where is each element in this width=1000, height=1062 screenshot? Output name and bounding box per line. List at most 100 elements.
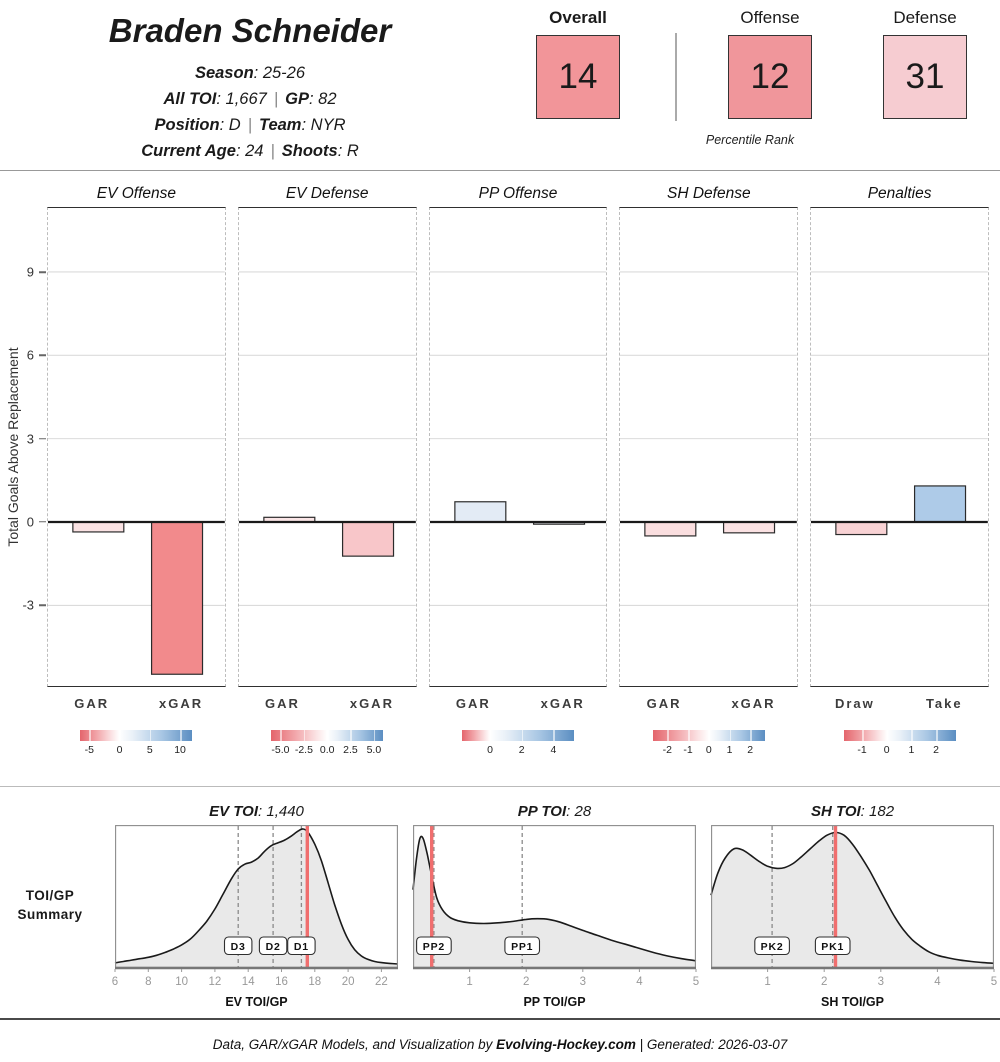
category-labels: GAR xGAR — [619, 696, 798, 712]
y-tick-mark — [39, 354, 46, 357]
legend-ticks: 0 2 4 — [462, 744, 574, 758]
sh-toi-density-chart: PK2 PK1 1 2 3 4 5 — [710, 825, 997, 988]
legend-tick-mark — [911, 730, 913, 741]
svg-text:3: 3 — [580, 976, 586, 988]
density-title-value: : 1,440 — [258, 803, 304, 820]
legend-tick-label: 0.0 — [319, 744, 335, 756]
toi-label-line2: Summary — [17, 907, 83, 922]
footer: Data, GAR/xGAR Models, and Visualization… — [0, 1020, 1000, 1052]
category-labels: Draw Take — [810, 696, 989, 712]
y-tick-mark — [39, 271, 46, 274]
legend-tick-mark — [89, 730, 91, 741]
legend-gradient-bar — [843, 730, 956, 741]
density-title-label: EV TOI — [209, 803, 259, 820]
legend-tick-label: -5.0 — [271, 744, 290, 756]
pp-offense-chart — [428, 207, 608, 687]
ev-offense-chart — [47, 207, 226, 687]
legend-tick-label: 5 — [146, 744, 153, 756]
svg-text:5: 5 — [693, 976, 699, 988]
svg-text:2: 2 — [821, 976, 827, 988]
percentile-overall: Overall 14 — [518, 8, 638, 119]
info-label: Current Age — [141, 142, 236, 160]
separator: | — [273, 90, 279, 108]
category-label: xGAR — [540, 696, 585, 711]
legend-tick-label: -2 — [662, 744, 672, 756]
legend-tick-mark — [489, 730, 492, 741]
panel-ev-defense: EV Defense GAR xGAR -5.0 -2.5 0.0 2.5 5.0 — [237, 183, 417, 772]
legend-tick-label: -1 — [683, 744, 693, 756]
density-xlabel: SH TOI/GP — [821, 995, 884, 1009]
legend-tick-label: 0 — [487, 744, 493, 756]
svg-text:D1: D1 — [294, 941, 309, 953]
panel-title: SH Defense — [667, 185, 751, 202]
player-info-lines: Season: 25-26 All TOI: 1,667 | GP: 82 Positi… — [0, 60, 500, 164]
svg-text:10: 10 — [175, 976, 188, 988]
legend-tick-mark — [180, 730, 182, 741]
y-tick-mark — [39, 437, 46, 440]
y-tick-mark — [39, 604, 46, 606]
sh-defense-chart — [619, 207, 799, 687]
info-label: All TOI — [163, 90, 217, 108]
player-info-line: Position: D | Team: NYR — [0, 112, 500, 138]
percentile-section: Overall 14 Offense 12 Defense 31 Percent… — [500, 0, 1000, 170]
toi-summary-label: TOI/GP Summary — [0, 801, 100, 1009]
category-labels: GAR xGAR — [429, 696, 608, 712]
y-tick-label: 0 — [26, 514, 34, 530]
panel-penalties: Penalties Draw Take -1 0 1 2 — [810, 183, 989, 772]
legend-tick-mark — [521, 730, 524, 741]
legend-tick-mark — [936, 730, 938, 741]
svg-text:1: 1 — [466, 976, 472, 988]
svg-text:16: 16 — [275, 976, 288, 988]
svg-text:D2: D2 — [266, 941, 281, 953]
legend-gradient-bar — [652, 730, 765, 741]
svg-text:D3: D3 — [231, 941, 246, 953]
svg-text:PK1: PK1 — [821, 941, 844, 953]
y-tick-label: 9 — [26, 264, 34, 280]
legend-tick-label: 2 — [933, 744, 939, 756]
category-label: Draw — [834, 696, 875, 711]
info-label: Season — [194, 64, 254, 82]
percentile-defense: Defense 31 — [865, 8, 985, 119]
header: Braden Schneider Season: 25-26 All TOI: 1… — [0, 0, 1000, 171]
legend-tick-mark — [303, 730, 306, 741]
gar-panels-row: EV Offense GAR xGAR -5 0 5 10 EV Defense GA… — [47, 171, 989, 772]
svg-text:PP1: PP1 — [511, 941, 533, 953]
separator: | — [247, 116, 252, 134]
category-label: xGAR — [349, 696, 394, 711]
svg-text:8: 8 — [145, 976, 151, 988]
sh-toi-density: SH TOI: 182 PK2 PK1 1 2 3 4 5 SH TOI/GP — [710, 801, 997, 1009]
legend-ticks: -5.0 -2.5 0.0 2.5 5.0 — [271, 744, 383, 758]
legend-gradient-bar — [271, 730, 384, 741]
density-title: EV TOI: 1,440 — [115, 801, 398, 825]
panel-pp-offense: PP Offense GAR xGAR 0 2 4 — [428, 183, 608, 772]
category-label: GAR — [646, 696, 682, 711]
percentile-defense-value: 31 — [883, 35, 967, 119]
toi-summary-section: TOI/GP Summary EV TOI: 1,440 D3 D2 D1 6 8 10 1… — [0, 787, 1000, 1020]
legend-gradient-bar — [461, 730, 574, 741]
info-value: : D — [219, 116, 241, 134]
panel-title: PP Offense — [478, 185, 558, 202]
panel-ev-offense: EV Offense GAR xGAR -5 0 5 10 — [47, 183, 226, 772]
svg-text:4: 4 — [636, 976, 643, 988]
panel-title: EV Defense — [285, 185, 369, 202]
y-tick-label: -3 — [22, 597, 34, 613]
info-value: : 24 — [235, 142, 264, 160]
ev-toi-density: EV TOI: 1,440 D3 D2 D1 6 8 10 12 14 16 18 20 22 EV … — [112, 801, 399, 1009]
legend-tick-mark — [350, 730, 352, 741]
density-title-label: SH TOI — [810, 803, 861, 820]
legend-tick-mark — [729, 730, 731, 741]
footer-credit: Data, GAR/xGAR Models, and Visualization… — [212, 1037, 497, 1052]
y-axis: Total Goals Above Replacement 9 6 3 0 -3 — [0, 171, 47, 691]
legend-tick-label: 0 — [883, 744, 890, 756]
footer-separator: | — [635, 1037, 647, 1052]
color-scale-legend: -1 0 1 2 — [810, 730, 989, 772]
color-scale-legend: 0 2 4 — [429, 730, 608, 772]
density-xlabel: PP TOI/GP — [523, 995, 586, 1009]
percentile-offense-value: 12 — [728, 35, 812, 119]
info-label: Position — [154, 116, 220, 134]
color-scale-legend: -5 0 5 10 — [47, 730, 226, 772]
ev-toi-density-chart: D3 D2 D1 6 8 10 12 14 16 18 20 22 — [112, 825, 399, 988]
legend-tick-label: 4 — [550, 744, 557, 756]
svg-text:PK2: PK2 — [761, 941, 784, 953]
